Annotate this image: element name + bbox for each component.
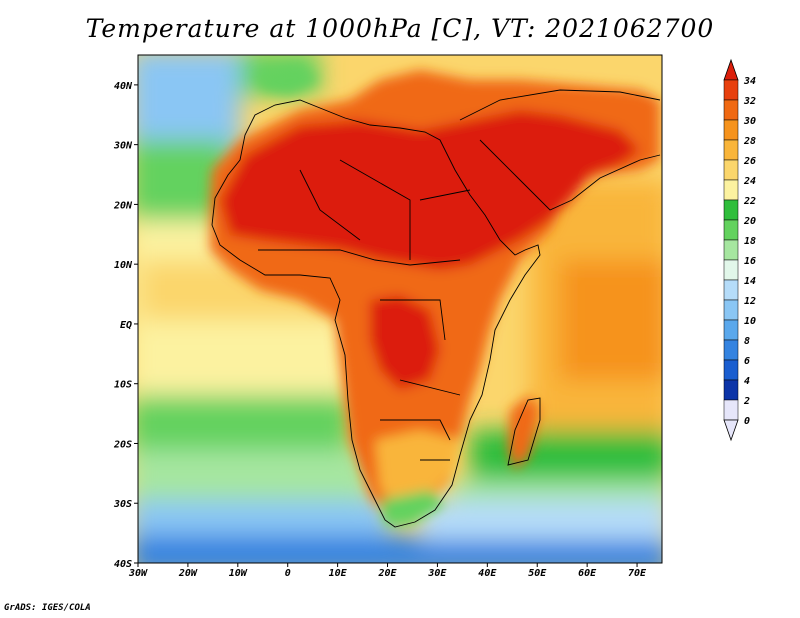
colorbar-label: 4 <box>744 376 750 387</box>
colorbar-label: 8 <box>744 336 750 347</box>
x-tick-label: 40E <box>478 568 497 579</box>
y-axis: 40N 30N 20N 10N EQ 10S 20S 30S 40S <box>113 81 138 570</box>
colorbar-label: 24 <box>743 176 756 187</box>
x-axis: 30W 20W 10W 0 10E 20E 30E 40E 50E 60E 70E <box>128 563 647 579</box>
colorbar-label: 32 <box>743 96 756 107</box>
x-tick-label: 20W <box>178 568 198 579</box>
plot-frame <box>137 54 663 564</box>
colorbar-label: 12 <box>744 296 756 307</box>
colorbar-segment <box>723 339 739 361</box>
y-tick-label: 40N <box>114 81 133 92</box>
x-tick-label: 10E <box>329 568 348 579</box>
x-tick-label: 20E <box>377 568 397 579</box>
x-tick-label: 30W <box>128 568 148 579</box>
colorbar-segment <box>723 279 739 301</box>
colorbar-label: 28 <box>743 136 756 147</box>
y-tick-label: EQ <box>120 320 132 331</box>
y-tick-label: 30S <box>113 499 132 510</box>
map-field <box>138 55 662 563</box>
colorbar-segment <box>723 399 739 421</box>
chart-title: Temperature at 1000hPa [C], VT: 20210627… <box>85 14 715 43</box>
y-tick-label: 10N <box>114 260 133 271</box>
colorbar-segment <box>723 379 739 401</box>
colorbar-segment <box>723 319 739 341</box>
grads-credit: GrADS: IGES/COLA <box>4 603 91 613</box>
colorbar-segment <box>723 99 739 121</box>
x-tick-label: 70E <box>628 568 647 579</box>
colorbar-segment <box>723 119 739 141</box>
x-tick-label: 50E <box>528 568 547 579</box>
colorbar-label: 22 <box>743 196 756 207</box>
colorbar-top-arrow <box>723 58 739 81</box>
colorbar-label: 34 <box>743 76 756 87</box>
colorbar-label: 20 <box>743 216 756 227</box>
x-tick-label: 0 <box>285 568 291 579</box>
coastlines <box>211 89 661 528</box>
y-tick-label: 20S <box>113 439 132 450</box>
y-tick-label: 20N <box>113 200 133 211</box>
colorbar-segment <box>723 79 739 101</box>
colorbar-segment <box>723 259 739 281</box>
colorbar-segment <box>723 179 739 201</box>
land-field <box>210 65 660 525</box>
colorbar-label: 16 <box>744 256 756 267</box>
colorbar-segment <box>723 139 739 161</box>
y-tick-label: 10S <box>114 380 132 391</box>
x-tick-label: 30E <box>427 568 447 579</box>
colorbar-label: 14 <box>744 276 756 287</box>
colorbar-label: 2 <box>743 396 750 407</box>
colorbar-segment <box>723 199 739 221</box>
x-tick-label: 10W <box>229 568 248 579</box>
colorbar-segment <box>723 219 739 241</box>
colorbar-label: 0 <box>744 416 750 427</box>
colorbar-label: 6 <box>744 356 750 367</box>
colorbar-label: 26 <box>743 156 756 167</box>
colorbar-label: 18 <box>744 236 756 247</box>
colorbar-segment <box>723 239 739 261</box>
colorbar-bottom-arrow <box>723 419 739 442</box>
y-tick-label: 30N <box>113 141 133 152</box>
colorbar-segment <box>723 159 739 181</box>
x-tick-label: 60E <box>578 568 597 579</box>
y-tick-label: 40S <box>114 559 132 570</box>
colorbar-label: 30 <box>743 116 756 127</box>
colorbar-segment <box>723 359 739 381</box>
colorbar-label: 10 <box>744 316 756 327</box>
colorbar-segment <box>723 299 739 321</box>
